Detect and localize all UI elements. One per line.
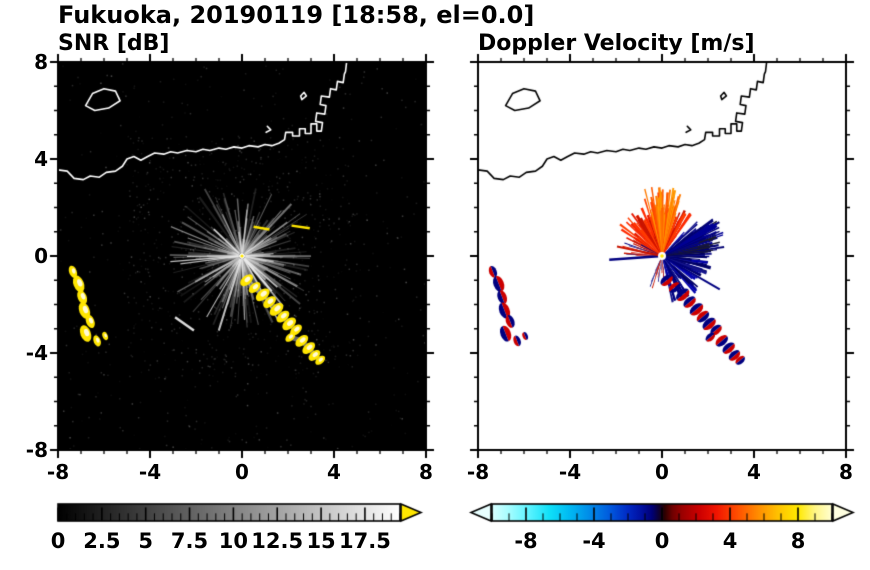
colorbar-tick-label: 10 — [218, 529, 248, 553]
colorbar-tick-label: 15 — [306, 529, 336, 553]
colorbar-tick-label: -8 — [514, 529, 538, 553]
colorbar-tick-label: 7.5 — [170, 529, 209, 553]
colorbar-tick-label: 0 — [654, 529, 670, 553]
colorbar-tick-label: 4 — [722, 529, 738, 553]
colorbar-tick-label: 8 — [790, 529, 806, 553]
snr-plot-canvas — [42, 46, 442, 466]
doppler-colorbar-canvas — [468, 500, 856, 527]
colorbar-tick-label: 2.5 — [83, 529, 121, 553]
snr-colorbar-canvas — [34, 500, 424, 527]
colorbar-tick-label: 0 — [50, 529, 66, 553]
colorbar-tick-label: -4 — [582, 529, 606, 553]
colorbar-tick-label: 17.5 — [339, 529, 391, 553]
page-title: Fukuoka, 20190119 [18:58, el=0.0] — [58, 1, 535, 29]
colorbar-tick-label: 12.5 — [251, 529, 304, 553]
colorbar-tick-label: 5 — [138, 529, 153, 553]
doppler-plot-canvas — [462, 46, 862, 466]
